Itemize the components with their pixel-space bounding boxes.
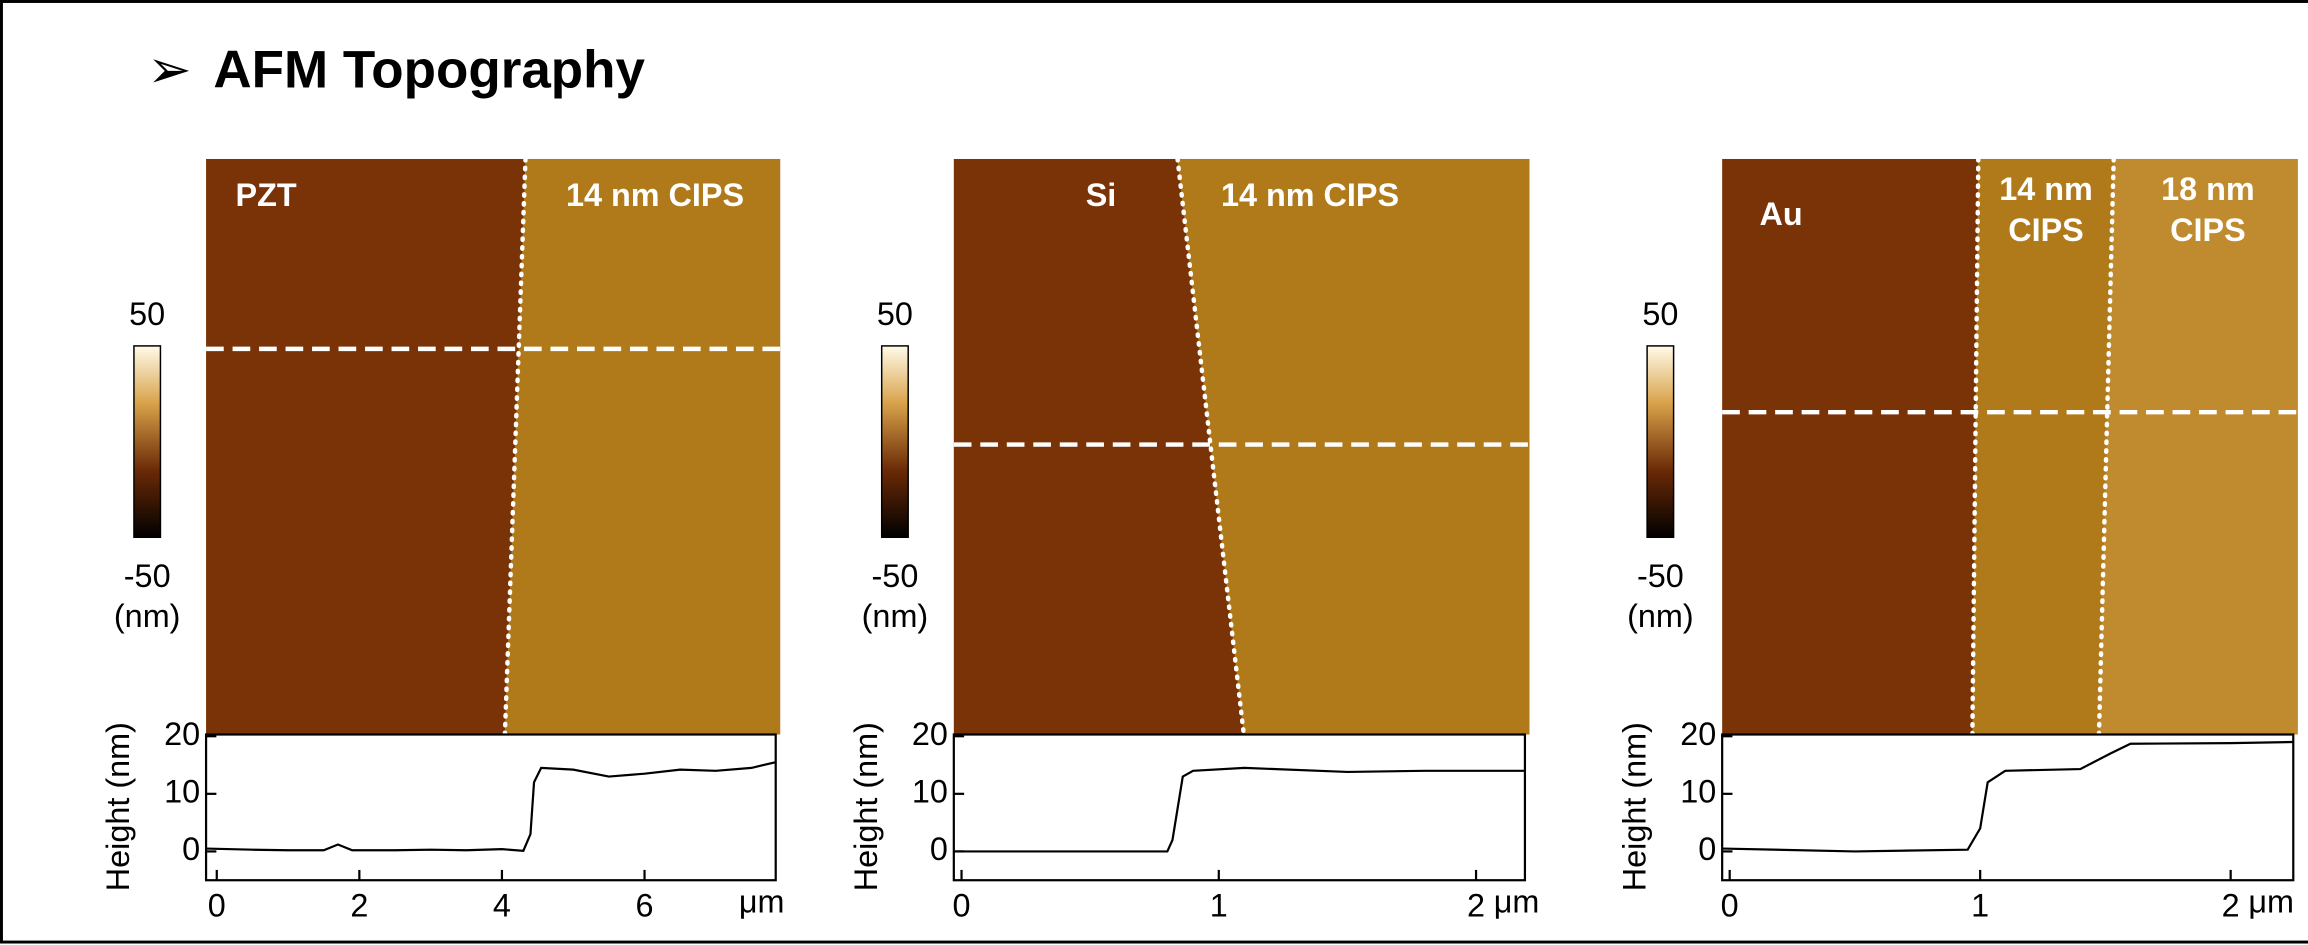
plot-frame <box>952 733 1527 882</box>
colorbar-unit: (nm) <box>862 598 929 634</box>
y-axis-label: Height (nm) <box>1616 722 1652 891</box>
y-axis-label: Height (nm) <box>100 722 136 891</box>
plot-frame <box>204 733 777 882</box>
x-tick-label: 1 <box>1971 888 1989 924</box>
x-tick-label: 2 <box>350 888 368 924</box>
colorbar-max: 50 <box>129 296 165 332</box>
colorbar-unit: (nm) <box>114 598 181 634</box>
region-label: 14 nm <box>1999 171 2093 207</box>
region-label: PZT <box>236 177 297 213</box>
boundary-line <box>1175 156 1246 737</box>
x-tick-label: 0 <box>953 888 971 924</box>
x-unit: μm <box>1494 883 1540 919</box>
colorbar-min: -50 <box>872 558 919 594</box>
afm-region <box>1972 158 2114 735</box>
afm-region <box>2098 158 2298 735</box>
boundary-line <box>502 156 528 737</box>
x-tick-label: 2 <box>1467 888 1485 924</box>
y-tick-label: 20 <box>912 716 948 752</box>
region-label: 18 nm <box>2161 171 2255 207</box>
region-label: CIPS <box>2170 212 2246 248</box>
height-profile <box>206 761 776 853</box>
x-tick-label: 6 <box>636 888 654 924</box>
height-profile <box>1722 740 2294 853</box>
region-label: 14 nm CIPS <box>566 177 744 213</box>
x-unit: μm <box>2248 883 2294 919</box>
y-tick-label: 0 <box>1698 831 1716 867</box>
y-tick-label: 10 <box>164 773 200 809</box>
y-tick-label: 10 <box>912 773 948 809</box>
y-axis-label: Height (nm) <box>848 722 884 891</box>
x-tick-label: 1 <box>1210 888 1228 924</box>
region-label: Au <box>1759 196 1802 232</box>
colorbar-unit: (nm) <box>1627 598 1694 634</box>
x-tick-label: 2 <box>2222 888 2240 924</box>
bullet: ➢ <box>147 41 191 100</box>
y-tick-label: 20 <box>1680 716 1716 752</box>
y-tick-label: 10 <box>1680 773 1716 809</box>
slide-title: AFM Topography <box>213 41 645 100</box>
colorbar-max: 50 <box>1642 296 1678 332</box>
height-profile <box>953 766 1525 853</box>
y-tick-label: 20 <box>164 716 200 752</box>
y-tick-label: 0 <box>182 831 200 867</box>
region-label: 14 nm CIPS <box>1221 177 1399 213</box>
x-unit: μm <box>739 883 785 919</box>
colorbar-max: 50 <box>877 296 913 332</box>
colorbar <box>1646 345 1675 539</box>
afm-region <box>504 158 781 735</box>
colorbar-min: -50 <box>1637 558 1684 594</box>
y-tick-label: 0 <box>930 831 948 867</box>
x-tick-label: 0 <box>208 888 226 924</box>
x-tick-label: 4 <box>493 888 511 924</box>
plot-frame <box>1721 733 2295 882</box>
colorbar <box>880 345 909 539</box>
colorbar <box>133 345 162 539</box>
region-label: CIPS <box>2008 212 2084 248</box>
boundary-line <box>2096 156 2116 737</box>
region-label: Si <box>1086 177 1117 213</box>
x-tick-label: 0 <box>1721 888 1739 924</box>
colorbar-min: -50 <box>124 558 171 594</box>
boundary-line <box>1970 156 1981 737</box>
